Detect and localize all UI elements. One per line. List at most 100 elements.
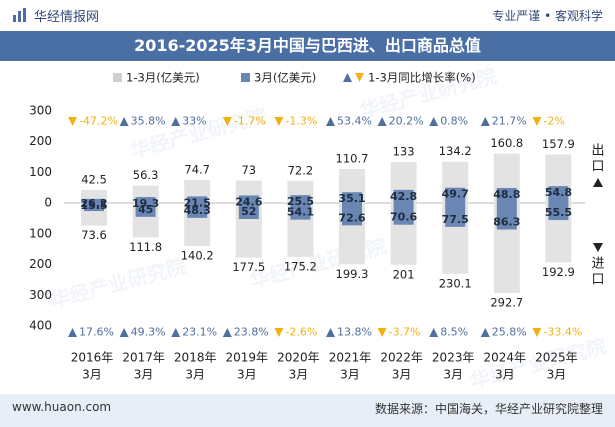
x-tick-label-year: 2016年 xyxy=(71,351,114,365)
label-import-cumulative: 175.2 xyxy=(284,259,317,273)
bar-import-monthly xyxy=(342,203,362,226)
bar-export-monthly xyxy=(290,195,311,203)
site-name: 华经情报网 xyxy=(34,10,100,25)
y-tick-label: 200 xyxy=(29,134,52,148)
side-label-import-char: 进 xyxy=(591,257,604,272)
label-import-monthly: 86.3 xyxy=(493,216,520,229)
export-growth-down-icon xyxy=(532,117,542,126)
legend-up-triangle-icon xyxy=(343,73,352,82)
x-tick-label-year: 2024年 xyxy=(484,351,527,365)
label-import-growth: 49.3% xyxy=(131,326,166,339)
label-import-cumulative: 140.2 xyxy=(181,249,214,263)
import-growth-up-icon xyxy=(171,328,181,337)
slogan: 专业严谨 • 客观科学 xyxy=(492,9,603,23)
bar-import-monthly xyxy=(187,203,208,218)
bar-export-monthly xyxy=(238,195,259,203)
bar-export-monthly xyxy=(187,196,208,203)
export-growth-up-icon xyxy=(480,117,490,126)
export-growth-up-icon xyxy=(377,117,387,126)
label-export-monthly: 13.5 xyxy=(80,199,107,212)
x-tick-label-month: 3月 xyxy=(392,368,412,382)
x-tick-label-year: 2023年 xyxy=(432,351,475,365)
label-import-cumulative: 192.9 xyxy=(542,265,575,279)
x-tick-label-month: 3月 xyxy=(547,368,567,382)
label-import-growth: 23.8% xyxy=(234,326,269,339)
side-label-import-char: 口 xyxy=(591,273,604,288)
x-tick-label-month: 3月 xyxy=(185,368,205,382)
label-import-monthly: 72.6 xyxy=(338,211,365,224)
label-export-cumulative: 42.5 xyxy=(81,172,107,186)
legend-down-triangle-icon xyxy=(355,73,364,82)
watermark-text: 华经产业研究院 xyxy=(247,234,388,293)
label-export-growth: -47.2% xyxy=(79,115,118,128)
label-export-cumulative: 72.2 xyxy=(288,163,314,177)
label-export-growth: 35.8% xyxy=(131,115,166,128)
import-growth-up-icon xyxy=(119,328,129,337)
label-import-monthly: 54.1 xyxy=(287,206,314,219)
y-tick-label: 400 xyxy=(29,319,52,333)
export-growth-up-icon xyxy=(326,117,335,126)
label-export-monthly: 24.6 xyxy=(235,195,262,208)
label-export-monthly: 35.1 xyxy=(338,192,365,205)
bar-export-monthly xyxy=(548,186,569,203)
label-import-cumulative: 230.1 xyxy=(439,276,472,290)
x-tick-label-year: 2020年 xyxy=(277,351,320,365)
label-import-cumulative: 199.3 xyxy=(336,267,369,281)
export-growth-up-icon xyxy=(429,117,439,126)
bar-export-monthly xyxy=(445,187,466,203)
label-import-growth: -33.4% xyxy=(543,326,582,339)
bar-export-monthly xyxy=(496,187,517,203)
label-import-cumulative: 73.6 xyxy=(81,228,107,242)
x-tick-label-year: 2025年 xyxy=(535,351,578,365)
import-growth-up-icon xyxy=(222,328,232,337)
label-import-monthly: 52 xyxy=(241,205,256,218)
label-import-growth: 8.5% xyxy=(440,326,468,339)
label-export-cumulative: 110.7 xyxy=(336,151,369,165)
footer-source: 数据来源：中国海关，华经产业研究院整理 xyxy=(374,402,603,416)
top-bar: 华经情报网 专业严谨 • 客观科学 xyxy=(0,0,615,30)
export-up-arrow-icon xyxy=(593,178,603,187)
label-export-monthly: 19.3 xyxy=(132,197,159,210)
bar-import-monthly xyxy=(445,203,466,227)
import-growth-down-icon xyxy=(274,328,284,337)
label-import-growth: 23.1% xyxy=(182,326,217,339)
label-import-cumulative: 111.8 xyxy=(129,240,162,254)
side-label-export-char: 口 xyxy=(591,160,604,175)
import-growth-down-icon xyxy=(532,328,542,337)
export-growth-down-icon xyxy=(274,117,284,126)
legend-swatch-monthly xyxy=(241,73,250,82)
label-import-monthly: 55.5 xyxy=(545,206,572,219)
bar-export-monthly xyxy=(393,189,414,203)
label-import-growth: 17.6% xyxy=(79,326,114,339)
legend-swatch-cumulative xyxy=(113,73,122,82)
footer: www.huaon.com 数据来源：中国海关，华经产业研究院整理 xyxy=(0,394,615,427)
export-growth-down-icon xyxy=(68,117,77,126)
import-down-arrow-icon xyxy=(593,243,603,252)
legend-label-monthly: 3月(亿美元) xyxy=(254,71,316,85)
label-export-growth: -1.3% xyxy=(285,115,317,128)
label-import-monthly: 45 xyxy=(138,203,153,216)
label-import-cumulative: 201 xyxy=(393,267,415,281)
x-tick-label-year: 2018年 xyxy=(174,351,217,365)
label-export-growth: 33% xyxy=(182,115,206,128)
y-tick-label: 300 xyxy=(29,103,52,117)
chart-title: 2016-2025年3月中国与巴西进、出口商品总值 xyxy=(0,31,615,61)
label-export-growth: 53.4% xyxy=(337,115,372,128)
export-growth-up-icon xyxy=(119,117,129,126)
label-import-growth: 13.8% xyxy=(337,326,372,339)
label-import-monthly: 26.2 xyxy=(80,197,107,210)
legend-label-cumulative: 1-3月(亿美元) xyxy=(126,71,200,85)
label-export-cumulative: 133 xyxy=(393,145,415,159)
label-export-monthly: 49.7 xyxy=(442,188,469,201)
label-export-monthly: 48.8 xyxy=(493,188,520,201)
bar-export-monthly xyxy=(84,198,104,203)
bar-import-monthly xyxy=(496,203,517,230)
legend-label-growth: 1-3月同比增长率(%) xyxy=(368,71,476,85)
x-tick-label-year: 2022年 xyxy=(380,351,423,365)
x-tick-label-month: 3月 xyxy=(495,368,515,382)
bar-import-monthly xyxy=(290,203,311,220)
footer-url[interactable]: www.huaon.com xyxy=(12,400,112,414)
bar-export-monthly xyxy=(342,192,362,203)
bar-chart-logo-icon xyxy=(13,8,26,22)
